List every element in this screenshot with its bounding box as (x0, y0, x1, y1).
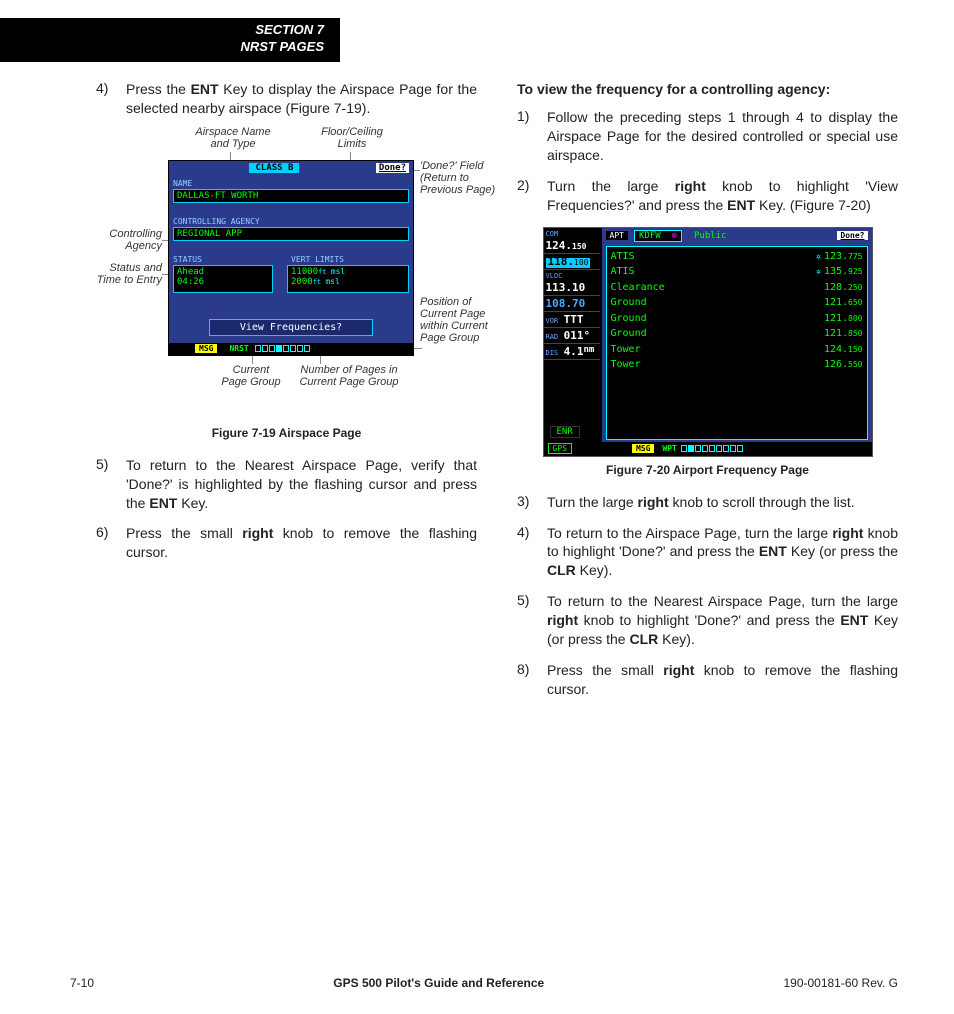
status-label: STATUS (173, 255, 202, 264)
step-text: Follow the preceding steps 1 through 4 t… (547, 108, 898, 165)
step-number: 3) (517, 493, 547, 512)
step-text: To return to the Airspace Page, turn the… (547, 524, 898, 581)
step-number: 5) (517, 592, 547, 649)
frequency-list: ATIS✲123.775ATIS✲135.925Clearance128.250… (606, 246, 868, 440)
msg-badge-20: MSG (632, 444, 654, 453)
callout-agency: Controlling Agency (92, 228, 162, 252)
callout-cur-group: Current Page Group (216, 364, 286, 388)
freq-row: Clearance128.250 (611, 280, 863, 296)
agency-field: REGIONAL APP (173, 227, 409, 241)
step-number: 4) (517, 524, 547, 581)
step-number: 1) (517, 108, 547, 165)
gps-screen-20: COM124.150 118.100 VLOC113.10 108.70 VOR… (543, 227, 873, 457)
step-text: To return to the Nearest Airspace Page, … (547, 592, 898, 649)
bottom-bar-20: GPS MSG WPT (544, 442, 872, 456)
header-section: SECTION 7 (0, 22, 324, 39)
name-field: DALLAS-FT WORTH (173, 189, 409, 203)
step-number: 2) (517, 177, 547, 215)
callout-name-type: Airspace Name and Type (188, 126, 278, 150)
doc-revision: 190-00181-60 Rev. G (783, 976, 898, 990)
freq-row: ATIS✲123.775 (611, 249, 863, 265)
right-column: To view the frequency for a controlling … (517, 80, 898, 711)
vert-field: 11000ft msl 2000ft msl (287, 265, 409, 293)
enr-badge: ENR (550, 426, 580, 438)
fig20-caption: Figure 7-20 Airport Frequency Page (517, 463, 898, 477)
step-text: To return to the Nearest Airspace Page, … (126, 456, 477, 513)
step-text: Press the ENT Key to display the Airspac… (126, 80, 477, 118)
section-header: SECTION 7 NRST PAGES (0, 18, 340, 62)
gps-badge: GPS (548, 443, 572, 454)
freq-row: Tower124.150 (611, 342, 863, 358)
figure-7-19: Airspace Name and Type Floor/Ceiling Lim… (96, 130, 477, 420)
callout-floor-ceil: Floor/Ceiling Limits (312, 126, 392, 150)
freq-row: Ground121.850 (611, 326, 863, 342)
status-field: Ahead04:26 (173, 265, 273, 293)
agency-label: CONTROLLING AGENCY (173, 217, 260, 226)
step-number: 8) (517, 661, 547, 699)
done-field-20: Done? (837, 231, 867, 240)
step-text: Turn the large right knob to highlight '… (547, 177, 898, 215)
vert-label: VERT LIMITS (291, 255, 344, 264)
callout-status: Status and Time to Entry (82, 262, 162, 286)
freq-row: Ground121.650 (611, 295, 863, 311)
step-number: 5) (96, 456, 126, 513)
freq-row: Ground121.800 (611, 311, 863, 327)
header-title: NRST PAGES (0, 39, 324, 56)
view-freq-prompt: View Frequencies? (209, 319, 373, 336)
step-number: 6) (96, 524, 126, 562)
page-number: 7-10 (70, 976, 94, 990)
callout-position: Position of Current Page within Current … (420, 296, 508, 344)
callout-done: 'Done?' Field (Return to Previous Page) (420, 160, 500, 196)
step-text: Turn the large right knob to scroll thro… (547, 493, 898, 512)
procedure-heading: To view the frequency for a controlling … (517, 80, 898, 98)
step-text: Press the small right knob to remove the… (547, 661, 898, 699)
msg-badge: MSG (195, 344, 217, 353)
freq-row: Tower126.550 (611, 357, 863, 373)
gps-screen-19: CLASS B Done? NAME DALLAS-FT WORTH CONTR… (168, 160, 414, 356)
figure-7-20: COM124.150 118.100 VLOC113.10 108.70 VOR… (543, 227, 873, 457)
ident-field: KDFW ⊕ (634, 230, 682, 242)
wpt-label: WPT (662, 444, 676, 453)
name-label: NAME (173, 179, 192, 188)
left-column: 4) Press the ENT Key to display the Airs… (96, 80, 477, 711)
page-boxes-20 (681, 445, 743, 452)
class-badge: CLASS B (249, 163, 299, 173)
done-field: Done? (376, 163, 409, 173)
public-label: Public (694, 231, 727, 241)
step-text: Press the small right knob to remove the… (126, 524, 477, 562)
page-boxes-19 (255, 345, 310, 352)
doc-title: GPS 500 Pilot's Guide and Reference (333, 976, 544, 990)
apt-tab: APT (606, 231, 628, 240)
callout-num-pages: Number of Pages in Current Page Group (294, 364, 404, 388)
nrst-label: NRST (225, 344, 252, 353)
fig19-caption: Figure 7-19 Airspace Page (96, 426, 477, 440)
freq-row: ATIS✲135.925 (611, 264, 863, 280)
page-footer: 7-10 GPS 500 Pilot's Guide and Reference… (70, 976, 898, 990)
sidebar: COM124.150 118.100 VLOC113.10 108.70 VOR… (544, 228, 600, 456)
bottom-bar: MSG NRST (169, 343, 413, 355)
step-number: 4) (96, 80, 126, 118)
